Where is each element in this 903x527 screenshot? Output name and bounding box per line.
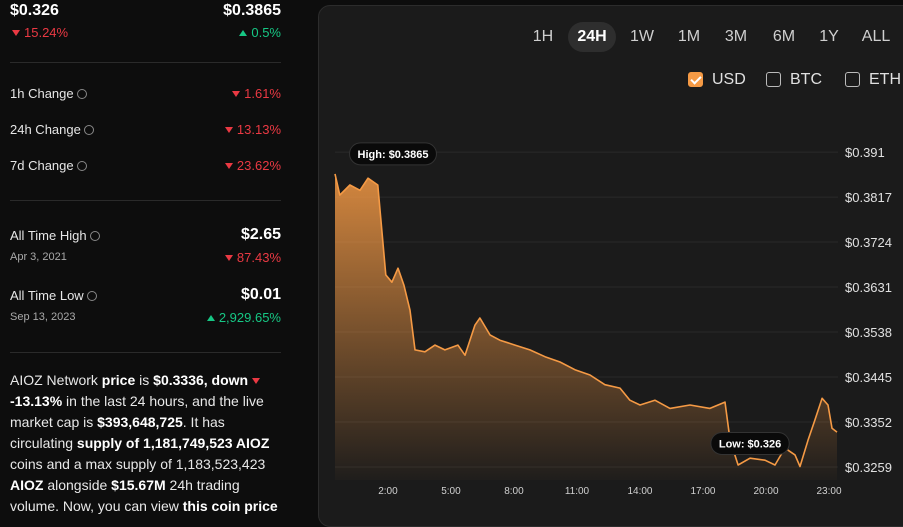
description-text: $393,648,725 — [97, 414, 183, 430]
annotation-label: Low: $0.326 — [719, 438, 781, 450]
high-price: $0.3865 — [223, 2, 281, 19]
y-tick-label: $0.3538 — [845, 325, 892, 340]
info-icon[interactable] — [83, 125, 94, 135]
info-icon[interactable] — [76, 161, 87, 171]
checkbox[interactable] — [688, 72, 703, 87]
description-text: AIOZ — [10, 477, 44, 493]
change-label: 7d Change — [10, 158, 87, 173]
x-tick-label: 8:00 — [504, 486, 524, 497]
ath-date: Sep 13, 2023 — [10, 311, 76, 323]
description-text: in the last 24 hours, and the live marke… — [10, 393, 264, 430]
label: 24h Change — [10, 122, 81, 137]
price-area — [335, 173, 837, 480]
currency-toggle[interactable]: BTC — [766, 70, 822, 90]
annotation-box — [349, 142, 437, 166]
y-tick-label: $0.3445 — [845, 370, 892, 385]
description-text: alongside — [43, 477, 112, 493]
description-text: AIOZ Network — [10, 372, 102, 388]
separator — [10, 200, 281, 201]
y-tick-label: $0.3817 — [845, 190, 892, 205]
range-button[interactable]: 3M — [724, 28, 748, 45]
high-change: 0.5% — [239, 25, 281, 40]
checkbox[interactable] — [845, 72, 860, 87]
ath-change: 2,929.65% — [207, 310, 281, 325]
label: All Time High — [10, 228, 87, 243]
ath-price: $0.01 — [240, 286, 281, 303]
y-tick-label: $0.391 — [845, 145, 885, 160]
info-icon[interactable] — [89, 231, 100, 241]
low-price: $0.326 — [10, 2, 59, 19]
label: 7d Change — [10, 158, 74, 173]
low-change: 15.24% — [12, 25, 68, 40]
y-tick-label: $0.3724 — [845, 235, 892, 250]
description-text: supply of 1,181,749,523 AIOZ — [76, 435, 270, 451]
currency-label: BTC — [790, 71, 822, 88]
description-text: coins and a max supply of 1,183,523,423 — [10, 456, 266, 472]
range-button[interactable]: ALL — [861, 28, 891, 45]
label: All Time Low — [10, 288, 84, 303]
annotation-box — [710, 431, 790, 455]
description-text: $0.3336, down — [153, 372, 252, 388]
description-text: $15.67M — [111, 477, 166, 493]
annotation-label: High: $0.3865 — [358, 149, 429, 161]
ath-date: Apr 3, 2021 — [10, 251, 67, 263]
separator — [10, 352, 281, 353]
currency-toggle[interactable]: ETH — [845, 70, 901, 90]
x-tick-label: 5:00 — [441, 486, 461, 497]
range-button[interactable]: 24H — [568, 22, 616, 52]
separator — [10, 62, 281, 63]
y-tick-label: $0.3259 — [845, 460, 892, 475]
change-label: 24h Change — [10, 122, 94, 137]
change-value: 23.62% — [225, 158, 281, 173]
x-tick-label: 17:00 — [690, 486, 715, 497]
change-value: 13.13% — [225, 122, 281, 137]
x-tick-label: 14:00 — [627, 486, 652, 497]
range-button[interactable]: 1Y — [819, 28, 839, 45]
info-icon[interactable] — [86, 291, 97, 301]
range-button[interactable]: 6M — [772, 28, 796, 45]
description-text: -13.13% — [10, 393, 63, 409]
info-icon[interactable] — [76, 89, 87, 99]
description-text: is — [135, 372, 154, 388]
x-tick-label: 23:00 — [817, 486, 842, 497]
range-button[interactable]: 1M — [677, 28, 701, 45]
x-tick-label: 20:00 — [753, 486, 778, 497]
ath-label: All Time Low — [10, 288, 97, 303]
label: 1h Change — [10, 86, 74, 101]
y-tick-label: $0.3352 — [845, 415, 892, 430]
checkbox[interactable] — [766, 72, 781, 87]
currency-label: USD — [712, 71, 746, 88]
ath-price: $2.65 — [240, 226, 281, 243]
chart: $0.3259 $0.3352 $0.3445 $0.3538 $0.3631 $0.37… — [334, 142, 892, 497]
x-tick-label: 2:00 — [378, 486, 398, 497]
range-button[interactable]: 1W — [630, 28, 654, 45]
x-tick-label: 11:00 — [565, 486, 590, 497]
y-tick-label: $0.3631 — [845, 280, 892, 295]
ath-label: All Time High — [10, 228, 100, 243]
currency-toggle[interactable]: USD — [688, 70, 746, 90]
ath-change: 87.43% — [225, 250, 281, 265]
page: $0.326 15.24% $0.3865 0.5% 1h Change 1.61… — [0, 0, 903, 508]
change-label: 1h Change — [10, 86, 87, 101]
change-value: 1.61% — [232, 86, 281, 101]
range-button[interactable]: 1H — [532, 28, 554, 45]
description-text: . It has circulating — [10, 414, 225, 451]
currency-label: ETH — [869, 71, 901, 88]
description-text: price — [101, 372, 136, 388]
